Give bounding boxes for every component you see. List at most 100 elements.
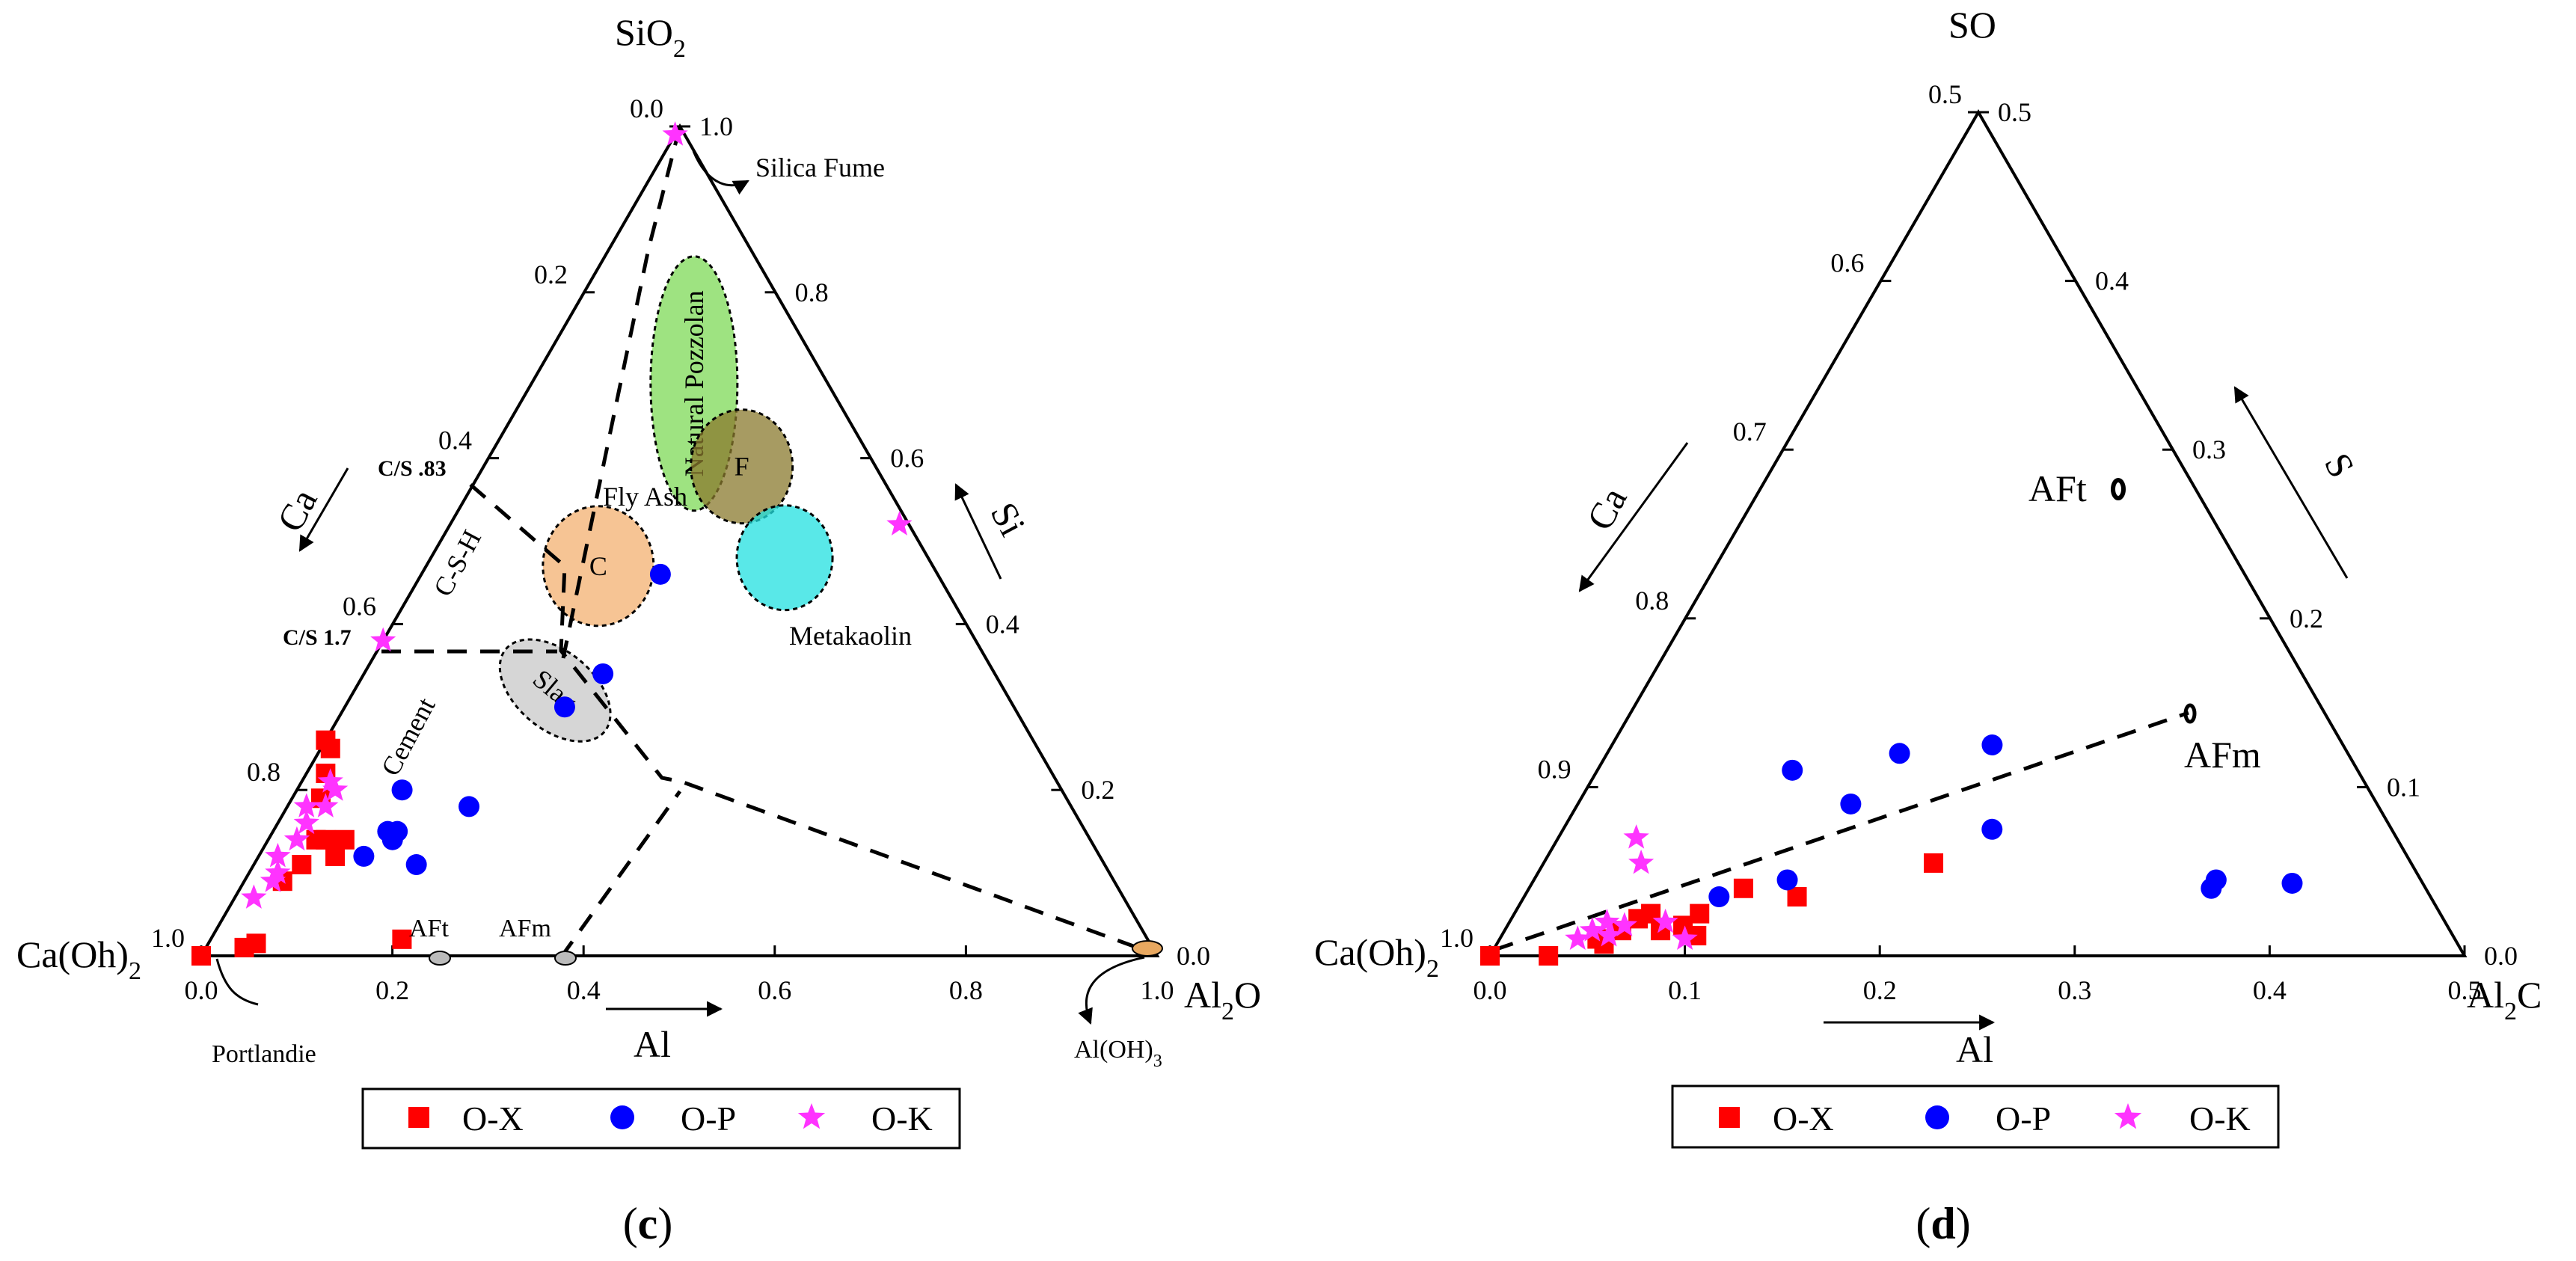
panel-d-point-o-p bbox=[1889, 743, 1910, 764]
panel-d-point-o-x bbox=[1924, 853, 1944, 873]
panel-c-left-tick-label: 0.4 bbox=[438, 426, 472, 455]
panel-c-point-o-k bbox=[370, 627, 396, 652]
panel-d-vertex-left: Ca(Oh)2 bbox=[1314, 931, 1439, 983]
region-f bbox=[690, 408, 794, 525]
panel-d-point-o-k bbox=[1623, 824, 1649, 849]
panel-c-label-cement: Cement bbox=[375, 693, 441, 781]
panel-c-right-tick-label: 0.6 bbox=[890, 444, 924, 473]
panel-d-left-tick-label: 1.0 bbox=[1440, 923, 1473, 953]
panel-c-ticks: 0.0 0.2 0.4 0.6 0.8 1.00.00.20.40.60.81.01.00… bbox=[151, 93, 1210, 1005]
panel-c-point-o-x bbox=[334, 829, 355, 850]
legend-label-o-p: O-P bbox=[1996, 1099, 2051, 1138]
panel-c-frame bbox=[198, 123, 1160, 957]
panel-c-silica-fume-leader bbox=[692, 150, 749, 195]
panel-c-label-silica-fume: Silica Fume bbox=[755, 153, 885, 182]
panel-c-legend-box bbox=[361, 1087, 961, 1150]
panel-d-point-o-x bbox=[1787, 887, 1807, 907]
panel-d-right-tick-label: 0.1 bbox=[2387, 772, 2420, 802]
legend-label-o-x: O-X bbox=[462, 1099, 524, 1138]
panel-c-label-fly-ash: Fly Ash bbox=[603, 482, 687, 512]
panel-c-bottom-tick-label: 0.4 bbox=[567, 975, 601, 1005]
panel-c-right-tick-label: 0.2 bbox=[1081, 775, 1114, 805]
panel-c-label-portlandite: Portlandie bbox=[212, 1040, 316, 1068]
panel-c-right-tick-label: 0.4 bbox=[986, 609, 1019, 639]
panel-d-frame bbox=[1487, 109, 2468, 957]
panel-c-point-o-k bbox=[283, 826, 310, 851]
legend-marker-o-k bbox=[797, 1103, 826, 1129]
panel-d-label-aft: AFt bbox=[2028, 467, 2087, 509]
panel-c-point-o-k bbox=[322, 776, 349, 801]
panel-c-bottom-tick-label: 0.2 bbox=[375, 975, 409, 1005]
panel-d-point-o-x bbox=[1480, 946, 1500, 966]
panel-c-axis-title-left: Ca bbox=[269, 482, 325, 538]
panel-c-left-tick-label: 0.6 bbox=[343, 591, 376, 621]
panel-c-left-tick-label: 1.0 bbox=[151, 923, 185, 953]
panel-d-bottom-tick-label: 0.2 bbox=[1863, 975, 1897, 1005]
legend-label-o-k: O-K bbox=[2189, 1099, 2251, 1138]
panel-d-point-o-k bbox=[1652, 908, 1678, 933]
panel-d-label-afm: AFm bbox=[2184, 734, 2261, 776]
panel-d-ticks: 0.0 0.1 0.2 0.3 0.4 0.50.50.60.70.80.91.00.50… bbox=[1440, 79, 2518, 1005]
legend-label-o-k: O-K bbox=[871, 1099, 933, 1138]
panel-d-right-tick-label: 0.5 bbox=[1998, 97, 2031, 127]
panel-c-point-o-p bbox=[391, 779, 413, 801]
panel-d-left-tick-label: 0.9 bbox=[1538, 754, 1571, 784]
panel-d-aft-marker bbox=[2111, 478, 2126, 500]
panel-c-right-tick-label: 0.8 bbox=[795, 277, 829, 307]
panel-d-left-tick-label: 0.7 bbox=[1733, 417, 1767, 447]
panel-d-axis-arrow-left bbox=[1578, 442, 1689, 592]
panel-c-point-o-p bbox=[649, 563, 671, 585]
legend-marker-o-k bbox=[2114, 1103, 2142, 1129]
panel-c-right-tick-label: 1.0 bbox=[699, 111, 733, 141]
panel-d-left-tick-label: 0.6 bbox=[1830, 248, 1864, 278]
panel-d-point-o-p bbox=[1776, 869, 1798, 891]
panel-d-legend-box bbox=[1671, 1084, 2280, 1149]
legend-marker-o-p bbox=[1925, 1105, 1949, 1129]
panel-d-right-tick-label: 0.4 bbox=[2095, 266, 2129, 296]
panel-d-point-o-x bbox=[1539, 946, 1559, 966]
panel-d-left-tick-label: 0.8 bbox=[1635, 586, 1669, 616]
panel-d-point-o-k bbox=[1579, 917, 1605, 942]
panel-c-vertex-right: Al2O bbox=[1184, 974, 1261, 1025]
panel-d-points bbox=[1480, 734, 2303, 966]
panel-d-point-o-k bbox=[1594, 908, 1620, 933]
panel-d-point-o-p bbox=[1981, 818, 2003, 840]
panel-c-point-o-p bbox=[353, 845, 375, 867]
panel-d-vertex-top: SO bbox=[1948, 4, 1996, 46]
panel-c-bottom-tick-label: 0.6 bbox=[758, 975, 791, 1005]
panel-d: 0.0 0.1 0.2 0.3 0.4 0.50.50.60.70.80.91.00.50… bbox=[1314, 4, 2542, 1248]
panel-c-left-tick-label: 0.2 bbox=[534, 260, 568, 289]
panel-c-point-o-x bbox=[246, 933, 266, 954]
panel-d-bottom-tick-label: 0.5 bbox=[2448, 975, 2482, 1005]
panel-d-point-o-k bbox=[1595, 921, 1622, 947]
panel-c-point-o-k bbox=[313, 793, 339, 817]
panel-d-point-o-p bbox=[2281, 872, 2303, 894]
panel-c-point-o-k bbox=[265, 842, 291, 868]
panel-c-legend: O-X O-P O-K bbox=[361, 1087, 961, 1150]
panel-c-label-aloh3: Al(OH)3 bbox=[1074, 1036, 1162, 1071]
legend-label-o-p: O-P bbox=[681, 1099, 736, 1138]
panel-d-right-tick-label: 0.2 bbox=[2290, 604, 2323, 633]
panel-d-point-o-k bbox=[1611, 912, 1637, 936]
panel-c-aloh3-leader bbox=[1078, 956, 1145, 1025]
panel-d-caption: (d) bbox=[1916, 1199, 1970, 1248]
panel-c-point-o-p bbox=[459, 796, 480, 817]
panel-c-point-o-k bbox=[293, 793, 319, 817]
panel-c-bottom-tick-label: 0.0 bbox=[185, 975, 218, 1005]
panel-c-aloh3-marker bbox=[1132, 940, 1163, 957]
panel-d-legend: O-X O-P O-K bbox=[1671, 1084, 2280, 1149]
panel-c-axis-arrow-right bbox=[954, 483, 1002, 580]
panel-c-label-cs-17: C/S 1.7 bbox=[283, 625, 352, 650]
panel-d-axis-arrow-right bbox=[2233, 386, 2349, 579]
panel-c-portlandite-leader bbox=[215, 958, 259, 1006]
panel-d-point-o-k bbox=[1628, 849, 1655, 874]
region-label-f: F bbox=[735, 452, 749, 482]
panel-c-point-o-p bbox=[553, 696, 575, 718]
panel-c-dashed-lines bbox=[381, 126, 1144, 959]
panel-c-point-o-x bbox=[325, 846, 346, 866]
panel-c-bottom-tick-label: 0.8 bbox=[949, 975, 983, 1005]
panel-c-label-csh: C-S-H bbox=[428, 525, 487, 601]
